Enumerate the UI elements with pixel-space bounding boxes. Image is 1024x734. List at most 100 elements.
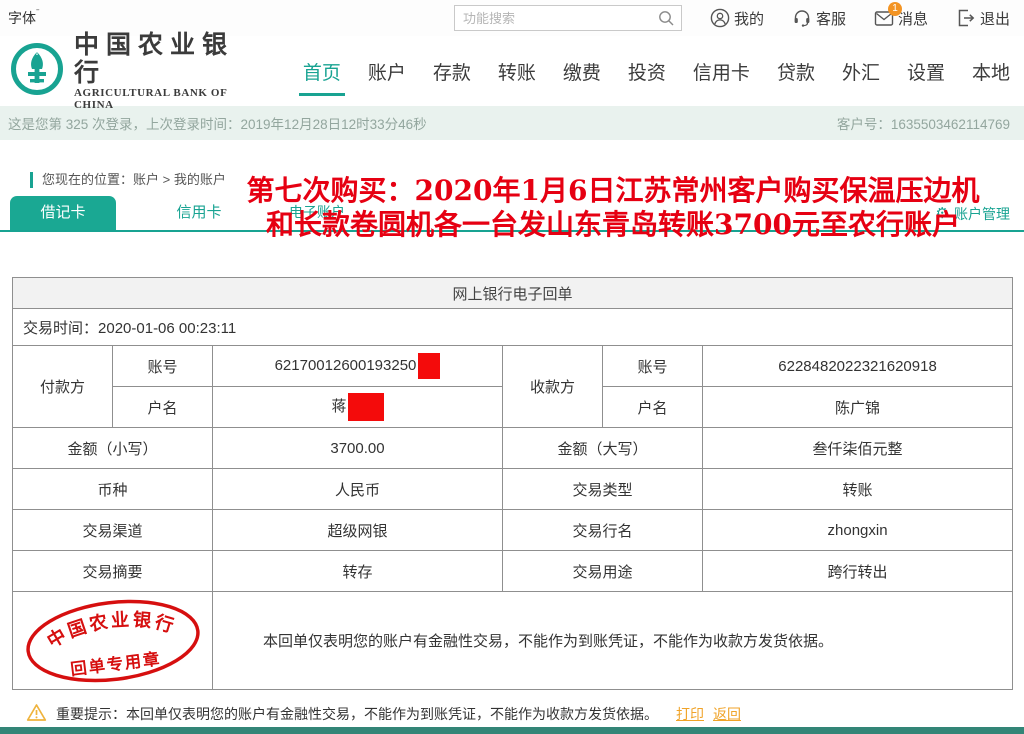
bank-logo[interactable]: 中国农业银行 AGRICULTURAL BANK OF CHINA xyxy=(10,31,261,111)
account-manage-label: 账户管理 xyxy=(954,206,1010,222)
font-size-dropdown[interactable]: 字体ˉ xyxy=(8,8,40,28)
amount-lower-value: 3700.00 xyxy=(212,427,503,469)
notice-sentence: 本回单仅表明您的账户有金融性交易，不能作为到账凭证，不能作为收款方发货依据。 xyxy=(126,706,658,722)
channel-label: 交易渠道 xyxy=(12,509,213,551)
transaction-time-value: 2020-01-06 00:23:11 xyxy=(98,319,237,337)
font-label: 字体 xyxy=(8,10,36,26)
payee-acct-value: 6228482022321620918 xyxy=(701,345,1014,387)
bank-name-cn: 中国农业银行 xyxy=(74,31,235,87)
currency-label: 币种 xyxy=(12,468,213,510)
payer-acct-value: 62170012600193250 xyxy=(212,345,503,387)
print-link[interactable]: 打印 xyxy=(676,706,704,722)
txn-type-value: 转账 xyxy=(701,468,1014,510)
messages-menu[interactable]: 1 消息 xyxy=(874,2,928,29)
notice-label: 重要提示： xyxy=(56,706,126,722)
bank-name: 中国农业银行 AGRICULTURAL BANK OF CHINA xyxy=(74,31,261,111)
receipt-stamp: 中国农业银行 回单专用章 xyxy=(13,594,212,688)
account-manage-button[interactable]: ⚙ 账户管理 xyxy=(936,204,1010,230)
account-tabs: 借记卡 信用卡 电子账户 ⚙ 账户管理 xyxy=(0,196,1024,232)
payer-name-value: 蒋 xyxy=(212,386,503,428)
payee-name-value: 陈广锦 xyxy=(701,386,1014,428)
summary-value: 转存 xyxy=(212,550,503,592)
receipt-title: 网上银行电子回单 xyxy=(11,277,1014,309)
notice-text: 重要提示：本回单仅表明您的账户有金融性交易，不能作为到账凭证，不能作为收款方发货… xyxy=(56,704,658,724)
brand-header: 中国农业银行 AGRICULTURAL BANK OF CHINA 首页 账户 … xyxy=(0,31,1024,111)
main-nav: 首页 账户 存款 转账 缴费 投资 信用卡 贷款 外汇 设置 本地 xyxy=(298,36,1010,106)
important-notice: 重要提示：本回单仅表明您的账户有金融性交易，不能作为到账凭证，不能作为收款方发货… xyxy=(26,703,1024,725)
login-info-bar: 这是您第 325 次登录，上次登录时间：2019年12月28日12时33分46秒… xyxy=(0,106,1024,140)
logout-label: 退出 xyxy=(979,10,1010,28)
search-input[interactable] xyxy=(454,6,681,30)
logout-icon xyxy=(956,8,976,28)
payee-name-label: 户名 xyxy=(602,386,703,428)
payer-role-cell: 付款方 xyxy=(12,345,113,428)
payer-name: 蒋 xyxy=(331,397,347,415)
stamp-arc-text: 中国农业银行 xyxy=(41,601,181,653)
message-label: 消息 xyxy=(897,10,928,28)
amount-lower-label: 金额（小写） xyxy=(12,427,213,469)
payee-acct-label: 账号 xyxy=(602,345,703,387)
nav-item-payments[interactable]: 缴费 xyxy=(562,62,601,84)
redaction-block xyxy=(347,393,384,421)
service-label: 客服 xyxy=(815,10,846,28)
footer-bar xyxy=(0,727,1024,734)
receipt-stamp-cell: 中国农业银行 回单专用章 xyxy=(12,591,213,690)
search-icon[interactable] xyxy=(658,10,675,32)
payer-acct-label: 账号 xyxy=(112,345,213,387)
nav-item-home[interactable]: 首页 xyxy=(298,58,345,96)
e-receipt-table: 网上银行电子回单 交易时间：2020-01-06 00:23:11 付款方 账号… xyxy=(11,277,1014,690)
tab-debit-card[interactable]: 借记卡 xyxy=(10,196,116,230)
customer-number: 客户号：1635503462114769 xyxy=(837,113,1010,133)
bank-name-label: 交易行名 xyxy=(502,509,703,551)
abc-logo-icon xyxy=(10,42,64,101)
bank-name-en: AGRICULTURAL BANK OF CHINA xyxy=(74,87,227,111)
tab-credit-card[interactable]: 信用卡 xyxy=(176,204,222,221)
notice-links: 打印 返回 xyxy=(667,704,741,724)
top-utility-bar: 字体ˉ 我的 客服 xyxy=(0,0,1024,36)
svg-text:中国农业银行: 中国农业银行 xyxy=(41,601,181,653)
transaction-time-cell: 交易时间：2020-01-06 00:23:11 xyxy=(11,308,1014,346)
topbar-actions: 我的 客服 1 消息 退出 xyxy=(453,2,1010,32)
payer-acct-number: 62170012600193250 xyxy=(274,356,417,374)
customer-number-value: 1635503462114769 xyxy=(890,117,1010,132)
txn-type-label: 交易类型 xyxy=(502,468,703,510)
envelope-icon: 1 xyxy=(874,2,902,27)
nav-item-credit-card[interactable]: 信用卡 xyxy=(692,62,750,84)
main-content: 第七次购买：2020年1月6日江苏常州客户购买保温压边机 和长款卷圆机各一台发山… xyxy=(0,172,1024,725)
nav-item-invest[interactable]: 投资 xyxy=(627,62,666,84)
gear-icon: ⚙ xyxy=(935,205,949,222)
my-label: 我的 xyxy=(733,10,764,28)
channel-value: 超级网银 xyxy=(212,509,503,551)
nav-item-transfer[interactable]: 转账 xyxy=(497,62,536,84)
customer-number-label: 客户号： xyxy=(836,117,891,132)
nav-item-forex[interactable]: 外汇 xyxy=(841,62,880,84)
warning-triangle-icon xyxy=(26,703,47,725)
nav-item-local[interactable]: 本地 xyxy=(971,62,1010,84)
customer-service-menu[interactable]: 客服 xyxy=(792,8,846,29)
back-link[interactable]: 返回 xyxy=(713,706,741,722)
user-circle-icon xyxy=(710,8,730,28)
headset-icon xyxy=(792,8,812,28)
breadcrumb: 您现在的位置：账户 > 我的账户 xyxy=(30,172,1024,188)
last-login-info: 这是您第 325 次登录，上次登录时间：2019年12月28日12时33分46秒 xyxy=(8,117,427,132)
my-account-menu[interactable]: 我的 xyxy=(710,8,764,29)
tab-e-account[interactable]: 电子账户 xyxy=(289,204,345,220)
nav-item-settings[interactable]: 设置 xyxy=(906,62,945,84)
nav-item-loans[interactable]: 贷款 xyxy=(776,62,815,84)
purpose-label: 交易用途 xyxy=(502,550,703,592)
nav-item-accounts[interactable]: 账户 xyxy=(367,62,406,84)
transaction-time-label: 交易时间： xyxy=(23,319,99,337)
font-dropdown-caret: ˉ xyxy=(36,8,40,20)
function-search-box[interactable] xyxy=(453,5,682,32)
bank-name-value: zhongxin xyxy=(701,509,1014,551)
payer-name-label: 户名 xyxy=(112,386,213,428)
purpose-value: 跨行转出 xyxy=(701,550,1014,592)
payee-role-cell: 收款方 xyxy=(502,345,603,428)
summary-label: 交易摘要 xyxy=(12,550,213,592)
nav-item-deposits[interactable]: 存款 xyxy=(432,62,471,84)
amount-upper-label: 金额（大写） xyxy=(502,427,703,469)
logout-button[interactable]: 退出 xyxy=(956,8,1010,29)
redaction-block xyxy=(418,353,441,379)
currency-value: 人民币 xyxy=(212,468,503,510)
